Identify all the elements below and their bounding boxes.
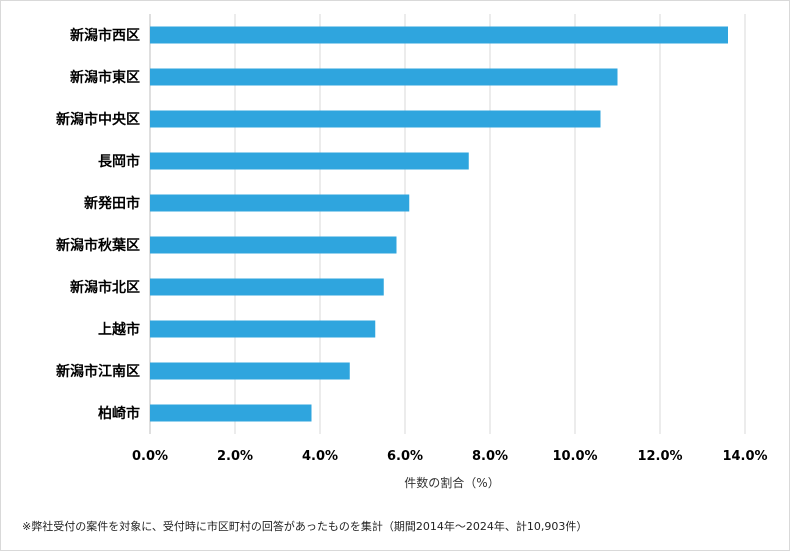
- category-label: 新潟市中央区: [56, 111, 140, 128]
- category-label: 柏崎市: [98, 405, 140, 422]
- x-tick-label: 0.0%: [132, 449, 168, 464]
- bar: [150, 404, 312, 422]
- category-label: 新潟市東区: [70, 69, 140, 86]
- x-tick-label: 2.0%: [217, 449, 253, 464]
- bar: [150, 110, 601, 128]
- x-tick-label: 8.0%: [472, 449, 508, 464]
- category-label: 上越市: [98, 321, 140, 338]
- footnote: ※弊社受付の案件を対象に、受付時に市区町村の回答があったものを集計（期間2014…: [22, 520, 588, 533]
- x-axis-title: 件数の割合（%）: [404, 475, 499, 490]
- bar: [150, 194, 410, 212]
- bar: [150, 26, 728, 44]
- bars: [150, 26, 728, 422]
- x-tick-label: 4.0%: [302, 449, 338, 464]
- x-tick-label: 14.0%: [722, 449, 767, 464]
- bar: [150, 236, 397, 254]
- bar: [150, 152, 469, 170]
- category-label: 新潟市江南区: [56, 363, 140, 380]
- category-label: 新潟市秋葉区: [56, 237, 140, 254]
- bar: [150, 68, 618, 86]
- category-label: 長岡市: [98, 153, 140, 170]
- category-labels: 新潟市西区新潟市東区新潟市中央区長岡市新発田市新潟市秋葉区新潟市北区上越市新潟市…: [56, 27, 140, 422]
- bar: [150, 320, 376, 338]
- x-tick-label: 10.0%: [552, 449, 597, 464]
- category-label: 新発田市: [84, 195, 140, 212]
- x-tick-labels: 0.0% 2.0% 4.0% 6.0% 8.0% 10.0% 12.0% 14.0%: [132, 449, 768, 464]
- x-tick-label: 6.0%: [387, 449, 423, 464]
- category-label: 新潟市西区: [70, 27, 140, 44]
- x-tick-label: 12.0%: [637, 449, 682, 464]
- bar: [150, 362, 350, 380]
- category-label: 新潟市北区: [70, 279, 140, 296]
- bar: [150, 278, 384, 296]
